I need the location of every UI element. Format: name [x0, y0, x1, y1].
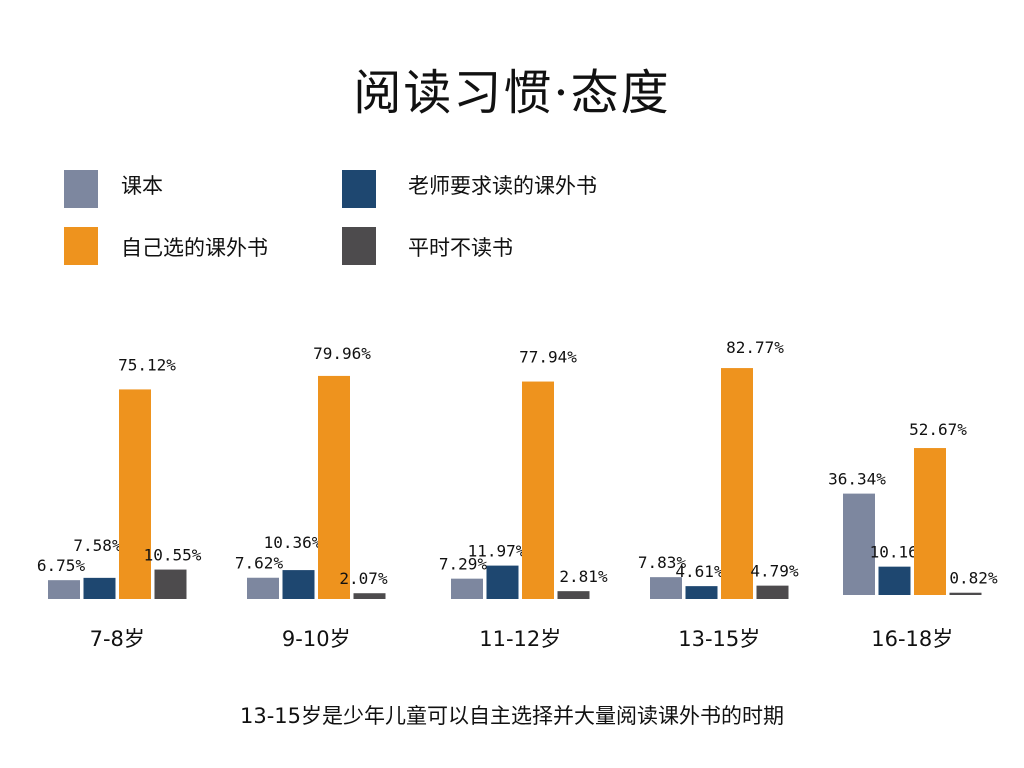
bar-3-series-3 [522, 381, 554, 599]
bar-5-series-2 [878, 566, 911, 595]
legend-label-textbook: 课本 [121, 174, 163, 198]
data-label-2-series-2: 10.36% [264, 533, 322, 552]
category-label-3: 11-12岁 [479, 627, 561, 651]
data-label-5-series-4: 0.82% [949, 569, 998, 588]
data-label-4-series-3: 82.77% [726, 338, 784, 357]
data-label-4-series-2: 4.61% [675, 562, 724, 581]
data-label-5-series-2: 10.16% [870, 543, 928, 562]
category-label-1: 7-8岁 [90, 627, 145, 651]
bar-2-series-4 [353, 593, 386, 599]
bar-3-series-1 [451, 578, 483, 599]
legend-label-self-chosen: 自己选的课外书 [121, 236, 268, 260]
data-label-5-series-3: 52.67% [909, 420, 967, 439]
bar-4-series-4 [756, 585, 789, 599]
category-label-5: 16-18岁 [871, 627, 953, 651]
bar-1-series-2 [83, 577, 116, 599]
data-label-1-series-3: 75.12% [118, 355, 176, 374]
bar-5-series-3 [914, 448, 946, 595]
data-label-5-series-1: 36.34% [828, 470, 886, 489]
bar-1-series-3 [119, 389, 151, 599]
category-label-4: 13-15岁 [678, 627, 760, 651]
data-label-3-series-3: 77.94% [519, 348, 577, 367]
data-label-2-series-3: 79.96% [313, 344, 371, 363]
data-label-1-series-2: 7.58% [73, 536, 122, 555]
data-label-3-series-1: 7.29% [439, 555, 488, 574]
legend-swatch-teacher-assigned [342, 170, 376, 208]
bar-4-series-3 [721, 368, 753, 599]
bar-chart: 6.75%7.58% 75.12% 10.55% 7-8岁 7.62% 10.36% 79.… [37, 338, 998, 651]
bar-2-series-3 [318, 375, 350, 599]
bar-2-series-1 [247, 577, 279, 599]
bar-5-series-4 [949, 592, 982, 595]
data-label-1-series-1: 6.75% [37, 556, 86, 575]
legend-swatch-self-chosen [64, 227, 98, 265]
legend-swatch-textbook [64, 170, 98, 208]
bar-3-series-2 [486, 565, 519, 599]
legend-label-teacher-assigned: 老师要求读的课外书 [408, 174, 597, 198]
legend-swatch-no-reading [342, 227, 376, 265]
page-title: 阅读习惯·态度 [353, 65, 671, 121]
data-label-3-series-4: 2.81% [559, 567, 608, 586]
data-label-3-series-2: 11.97% [468, 542, 526, 561]
bar-1-series-4 [154, 569, 187, 599]
data-label-2-series-1: 7.62% [235, 554, 284, 573]
bar-1-series-1 [48, 580, 80, 599]
data-label-2-series-4: 2.07% [339, 569, 388, 588]
bar-2-series-2 [282, 570, 315, 599]
data-label-1-series-4: 10.55% [144, 546, 202, 565]
category-label-2: 9-10岁 [282, 627, 351, 651]
bar-4-series-2 [685, 586, 718, 599]
legend-label-no-reading: 平时不读书 [408, 236, 513, 260]
bar-3-series-4 [557, 591, 590, 599]
footnote: 13-15岁是少年儿童可以自主选择并大量阅读课外书的时期 [239, 704, 785, 728]
bar-4-series-1 [650, 577, 682, 599]
bar-5-series-1 [843, 493, 875, 595]
data-label-4-series-4: 4.79% [750, 562, 799, 581]
data-label-4-series-1: 7.83% [638, 553, 687, 572]
